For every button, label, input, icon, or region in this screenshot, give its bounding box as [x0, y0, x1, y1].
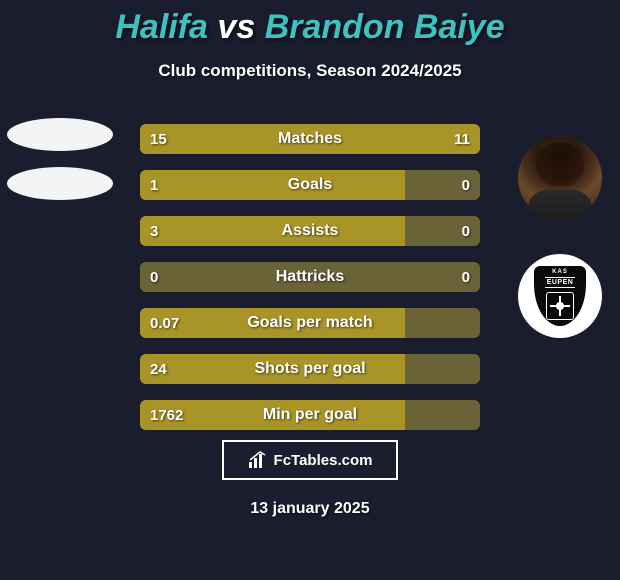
club-name: EUPEN	[545, 277, 576, 288]
stat-row: Goals per match0.07	[140, 308, 480, 338]
title-vs: vs	[217, 8, 255, 46]
chart-icon	[248, 451, 268, 469]
stat-bar-left	[140, 170, 405, 200]
player-left-column	[0, 118, 120, 200]
brand-text: FcTables.com	[274, 452, 373, 469]
player1-club-placeholder	[7, 167, 113, 200]
player1-avatar-placeholder	[7, 118, 113, 151]
stat-value-left: 0	[150, 262, 158, 292]
stat-value-left: 1	[150, 170, 158, 200]
stat-value-left: 1762	[150, 400, 183, 430]
footer-date: 13 january 2025	[0, 500, 620, 518]
stat-value-right: 0	[462, 216, 470, 246]
comparison-subtitle: Club competitions, Season 2024/2025	[0, 61, 620, 81]
brand-badge: FcTables.com	[222, 440, 398, 480]
stat-value-right: 11	[454, 124, 470, 154]
stat-bar-left	[140, 124, 337, 154]
stats-container: Matches1511Goals10Assists30Hattricks00Go…	[140, 124, 480, 430]
stat-row: Min per goal1762	[140, 400, 480, 430]
player-right-column: KAS EUPEN	[500, 136, 620, 338]
player2-club-logo: KAS EUPEN	[518, 254, 602, 338]
title-player2: Brandon Baiye	[265, 8, 505, 46]
stat-bar-left	[140, 308, 405, 338]
stat-value-right: 0	[462, 170, 470, 200]
club-shield-icon: KAS EUPEN	[534, 266, 586, 326]
stat-value-left: 3	[150, 216, 158, 246]
stat-row: Hattricks0 0	[140, 262, 480, 292]
stat-value-left: 0.07	[150, 308, 179, 338]
stat-value-left: 15	[150, 124, 167, 154]
stat-row: Assists30	[140, 216, 480, 246]
stat-row: Shots per goal24	[140, 354, 480, 384]
stat-row: Matches1511	[140, 124, 480, 154]
comparison-title: Halifa vs Brandon Baiye	[0, 0, 620, 47]
stat-row: Goals10	[140, 170, 480, 200]
title-player1: Halifa	[115, 8, 208, 46]
club-prefix: KAS	[552, 269, 568, 275]
stat-value-left: 24	[150, 354, 167, 384]
player2-avatar	[518, 136, 602, 220]
stat-bar-left	[140, 354, 405, 384]
stat-bar-left	[140, 216, 405, 246]
club-crest-icon	[546, 292, 574, 320]
stat-value-right: 0	[462, 262, 470, 292]
stat-label: Hattricks	[140, 262, 480, 292]
